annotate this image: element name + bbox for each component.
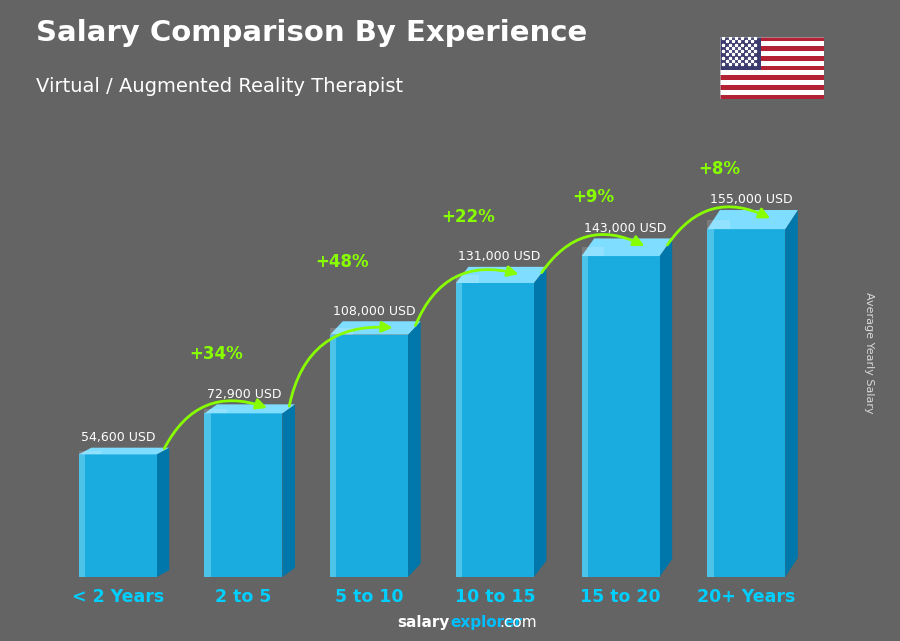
- Polygon shape: [157, 447, 169, 577]
- Polygon shape: [204, 413, 283, 577]
- Text: Average Yearly Salary: Average Yearly Salary: [863, 292, 874, 413]
- Bar: [720, 61, 824, 65]
- Bar: [720, 46, 824, 51]
- Text: +34%: +34%: [190, 345, 243, 363]
- Polygon shape: [456, 275, 479, 283]
- Polygon shape: [408, 321, 420, 577]
- Bar: [720, 94, 824, 99]
- Polygon shape: [707, 229, 786, 577]
- Text: +48%: +48%: [315, 253, 369, 271]
- Polygon shape: [581, 256, 588, 577]
- Polygon shape: [204, 404, 295, 413]
- Text: 108,000 USD: 108,000 USD: [333, 304, 415, 318]
- Text: +9%: +9%: [572, 188, 615, 206]
- Polygon shape: [707, 220, 730, 229]
- Polygon shape: [78, 447, 169, 454]
- Polygon shape: [204, 413, 211, 577]
- Polygon shape: [78, 454, 157, 577]
- Text: 72,900 USD: 72,900 USD: [207, 388, 282, 401]
- Polygon shape: [330, 328, 353, 335]
- Polygon shape: [707, 210, 797, 229]
- Bar: [720, 85, 824, 90]
- Polygon shape: [786, 210, 797, 577]
- Polygon shape: [581, 247, 604, 256]
- Polygon shape: [330, 321, 420, 335]
- Bar: [720, 37, 824, 42]
- Polygon shape: [707, 229, 714, 577]
- Bar: [720, 90, 824, 94]
- Text: explorer: explorer: [450, 615, 522, 630]
- Text: +22%: +22%: [441, 208, 495, 226]
- Bar: [720, 42, 824, 46]
- Bar: [720, 65, 824, 71]
- Polygon shape: [330, 335, 337, 577]
- Bar: [720, 37, 761, 71]
- Polygon shape: [204, 409, 227, 413]
- Text: +8%: +8%: [698, 160, 741, 178]
- Bar: [720, 51, 824, 56]
- Polygon shape: [581, 256, 660, 577]
- Bar: [720, 56, 824, 61]
- Text: salary: salary: [398, 615, 450, 630]
- Bar: [720, 80, 824, 85]
- Text: .com: .com: [500, 615, 537, 630]
- Text: 143,000 USD: 143,000 USD: [584, 222, 667, 235]
- Polygon shape: [283, 404, 295, 577]
- Polygon shape: [78, 451, 102, 454]
- Polygon shape: [660, 238, 672, 577]
- Text: 131,000 USD: 131,000 USD: [458, 250, 541, 263]
- Text: Salary Comparison By Experience: Salary Comparison By Experience: [36, 19, 587, 47]
- Polygon shape: [78, 454, 85, 577]
- Polygon shape: [330, 335, 408, 577]
- Text: 155,000 USD: 155,000 USD: [710, 194, 793, 206]
- Text: Virtual / Augmented Reality Therapist: Virtual / Augmented Reality Therapist: [36, 77, 403, 96]
- Polygon shape: [456, 283, 534, 577]
- Polygon shape: [456, 267, 546, 283]
- Text: 54,600 USD: 54,600 USD: [81, 431, 156, 444]
- Bar: [720, 75, 824, 80]
- Polygon shape: [534, 267, 546, 577]
- Polygon shape: [581, 238, 672, 256]
- Polygon shape: [456, 283, 463, 577]
- Bar: [720, 71, 824, 75]
